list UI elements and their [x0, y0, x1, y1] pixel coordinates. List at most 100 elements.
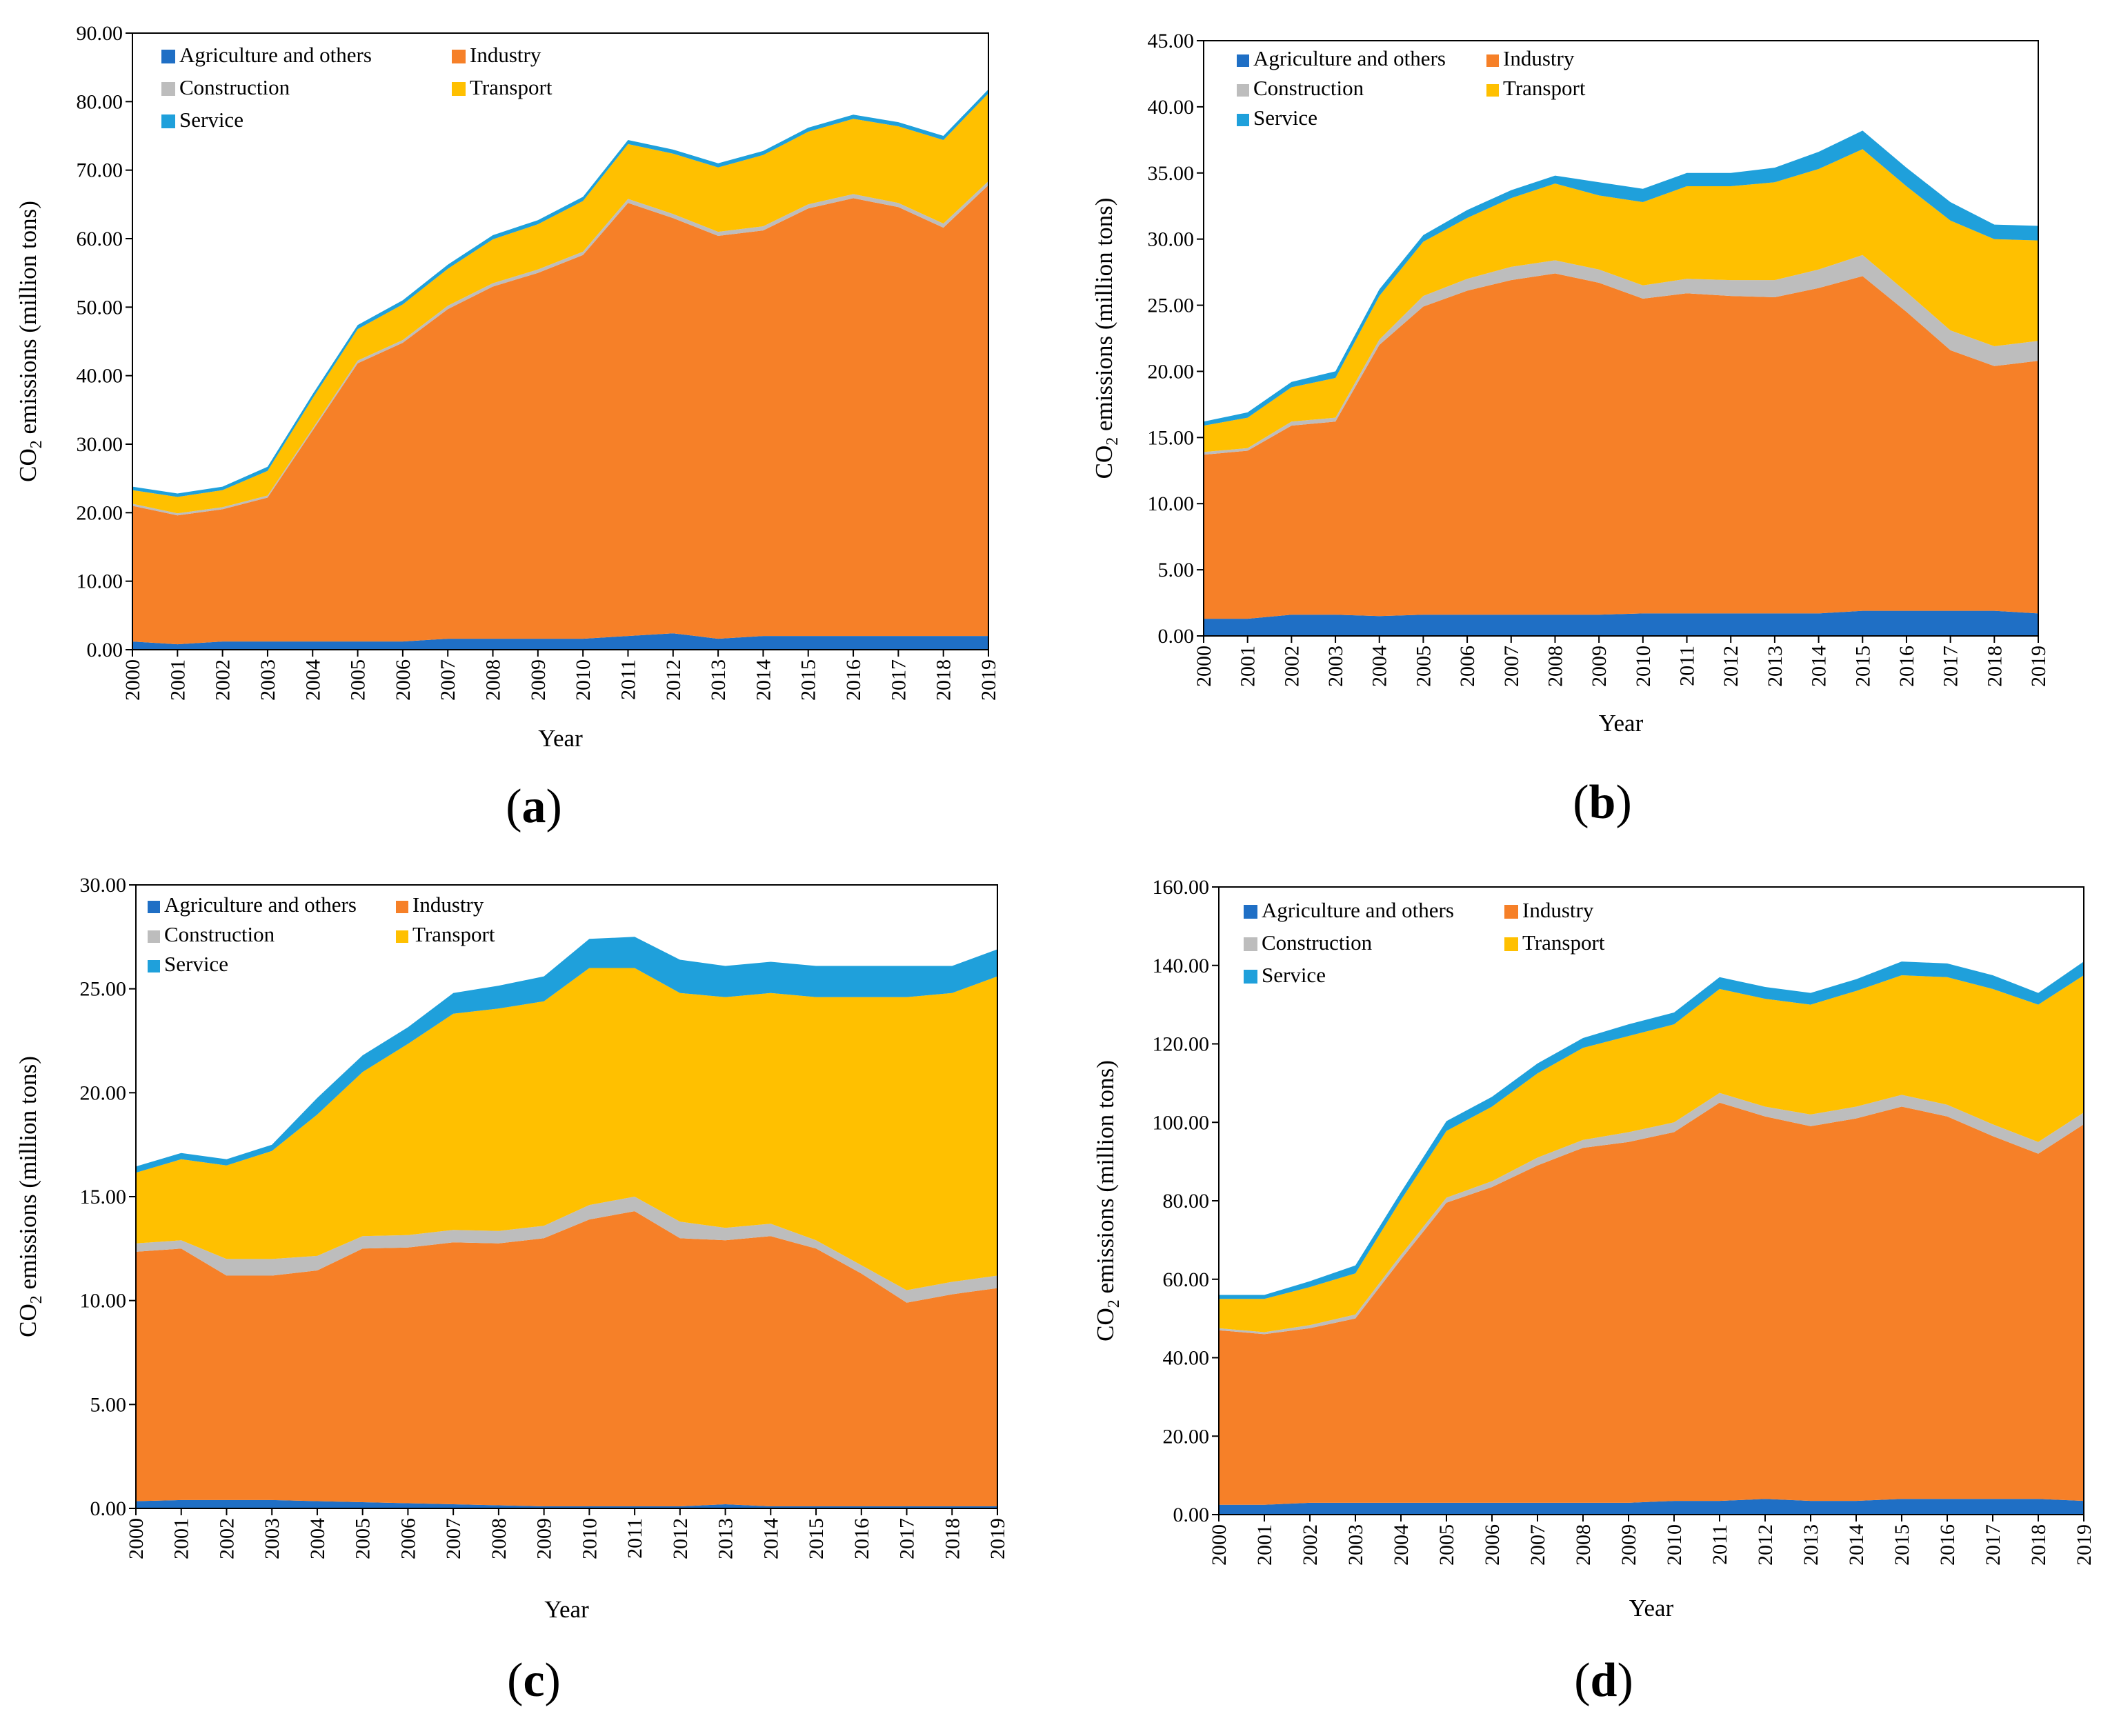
legend-label: Industry — [470, 43, 541, 67]
x-tick-label: 2019 — [986, 1518, 1009, 1559]
x-tick-label: 2019 — [2073, 1524, 2096, 1566]
x-tick-label: 2008 — [482, 659, 505, 701]
x-tick-label: 2017 — [896, 1518, 919, 1559]
y-tick-label: 30.00 — [80, 874, 127, 897]
x-tick-label: 2009 — [527, 659, 550, 701]
area-service — [1204, 130, 2038, 426]
legend-label: Industry — [1522, 898, 1594, 922]
legend-label: Agriculture and others — [179, 43, 372, 67]
panel-label: (b) — [1573, 776, 1632, 829]
area-service — [136, 937, 997, 1173]
y-tick-label: 160.00 — [1153, 876, 1210, 899]
x-tick-label: 2003 — [1324, 646, 1347, 687]
x-tick-label: 2005 — [347, 659, 370, 701]
area-transport — [136, 968, 997, 1290]
x-tick-label: 2010 — [572, 659, 595, 701]
x-tick-label: 2017 — [1982, 1524, 2004, 1566]
x-tick-label: 2010 — [578, 1518, 601, 1559]
x-tick-label: 2013 — [707, 659, 730, 701]
y-tick-label: 15.00 — [1148, 426, 1195, 449]
x-tick-label: 2006 — [397, 1518, 419, 1559]
legend-swatch — [1244, 970, 1257, 984]
legend-swatch — [452, 82, 466, 96]
x-tick-label: 2005 — [1412, 646, 1435, 687]
x-tick-label: 2006 — [1456, 646, 1479, 687]
x-tick-label: 2005 — [352, 1518, 375, 1559]
legend-swatch — [396, 901, 408, 913]
x-tick-label: 2010 — [1632, 646, 1655, 687]
x-tick-label: 2012 — [1720, 646, 1742, 687]
area-agriculture-and-others — [132, 633, 988, 650]
area-transport — [1219, 975, 2084, 1333]
x-tick-label: 2006 — [1481, 1524, 1504, 1566]
x-tick-label: 2012 — [662, 659, 685, 701]
legend-swatch — [1486, 84, 1499, 97]
y-tick-label: 30.00 — [77, 433, 123, 456]
legend-label: Agriculture and others — [1262, 898, 1454, 922]
x-tick-label: 2014 — [759, 1518, 782, 1559]
y-tick-label: 40.00 — [1148, 96, 1195, 119]
y-tick-label: 90.00 — [77, 22, 123, 45]
legend-label: Service — [179, 108, 243, 132]
x-tick-label: 2000 — [1208, 1524, 1231, 1566]
y-axis-title: CO2 emissions (million tons) — [1092, 1060, 1123, 1341]
y-tick-label: 10.00 — [77, 570, 123, 593]
legend-swatch — [1237, 84, 1249, 97]
legend-swatch — [161, 50, 175, 63]
y-tick-label: 40.00 — [77, 365, 123, 388]
x-axis-title: Year — [538, 725, 583, 752]
x-tick-label: 2007 — [1526, 1524, 1549, 1566]
y-tick-label: 50.00 — [77, 296, 123, 319]
x-tick-label: 2008 — [488, 1518, 510, 1559]
plot-frame — [132, 32, 989, 650]
x-tick-label: 2004 — [1368, 646, 1391, 687]
x-tick-label: 2004 — [306, 1518, 329, 1559]
legend-label: Agriculture and others — [1253, 46, 1446, 70]
x-tick-label: 2015 — [805, 1518, 828, 1559]
x-tick-label: 2015 — [797, 659, 820, 701]
x-tick-label: 2013 — [1800, 1524, 1822, 1566]
legend-label: Construction — [179, 75, 290, 99]
x-tick-label: 2007 — [437, 659, 459, 701]
legend-label: Construction — [1253, 76, 1364, 100]
x-tick-label: 2016 — [1895, 646, 1918, 687]
y-tick-label: 80.00 — [1163, 1190, 1210, 1213]
legend-label: Transport — [1522, 930, 1605, 955]
x-tick-label: 2011 — [624, 1518, 646, 1559]
y-tick-label: 45.00 — [1148, 30, 1195, 52]
x-tick-label: 2009 — [1588, 646, 1611, 687]
legend-swatch — [1504, 905, 1518, 919]
y-tick-label: 60.00 — [1163, 1268, 1210, 1291]
legend-label: Construction — [1262, 930, 1373, 955]
y-tick-label: 80.00 — [77, 90, 123, 113]
x-tick-label: 2003 — [261, 1518, 283, 1559]
chart-panel-d: 0.00 20.00 40.00 60.00 80.00 100.00 120.00 140.… — [1092, 876, 2096, 1707]
x-tick-label: 2000 — [125, 1518, 148, 1559]
legend-swatch — [1504, 937, 1518, 951]
legend-label: Agriculture and others — [164, 892, 357, 917]
y-tick-label: 15.00 — [80, 1186, 127, 1208]
x-tick-label: 2012 — [1754, 1524, 1777, 1566]
y-tick-label: 20.00 — [1163, 1425, 1210, 1448]
legend-swatch — [148, 901, 160, 913]
chart-panel-a: 0.00 10.00 20.00 30.00 40.00 50.00 60.00 70.00 8… — [14, 22, 1000, 833]
chart-panel-c: 0.00 5.00 10.00 15.00 20.00 25.00 30.00 2000 200… — [14, 874, 1009, 1707]
chart-panel-b: 0.00 5.00 10.00 15.00 20.00 25.00 30.00 35.00 40… — [1091, 30, 2050, 829]
x-tick-label: 2008 — [1572, 1524, 1595, 1566]
x-tick-label: 2016 — [1936, 1524, 1959, 1566]
y-tick-label: 25.00 — [80, 978, 127, 1001]
x-tick-label: 2003 — [1344, 1524, 1367, 1566]
x-tick-label: 2014 — [1808, 646, 1831, 687]
area-industry — [132, 185, 988, 645]
x-tick-label: 2008 — [1544, 646, 1566, 687]
area-industry — [1204, 273, 2038, 619]
x-tick-label: 2017 — [887, 659, 910, 701]
y-tick-label: 35.00 — [1148, 162, 1195, 185]
y-tick-label: 30.00 — [1148, 228, 1195, 251]
legend-swatch — [1244, 905, 1257, 919]
legend-swatch — [452, 50, 466, 63]
x-tick-label: 2014 — [1845, 1524, 1868, 1566]
y-tick-label: 20.00 — [77, 501, 123, 524]
x-tick-label: 2011 — [1676, 646, 1699, 686]
